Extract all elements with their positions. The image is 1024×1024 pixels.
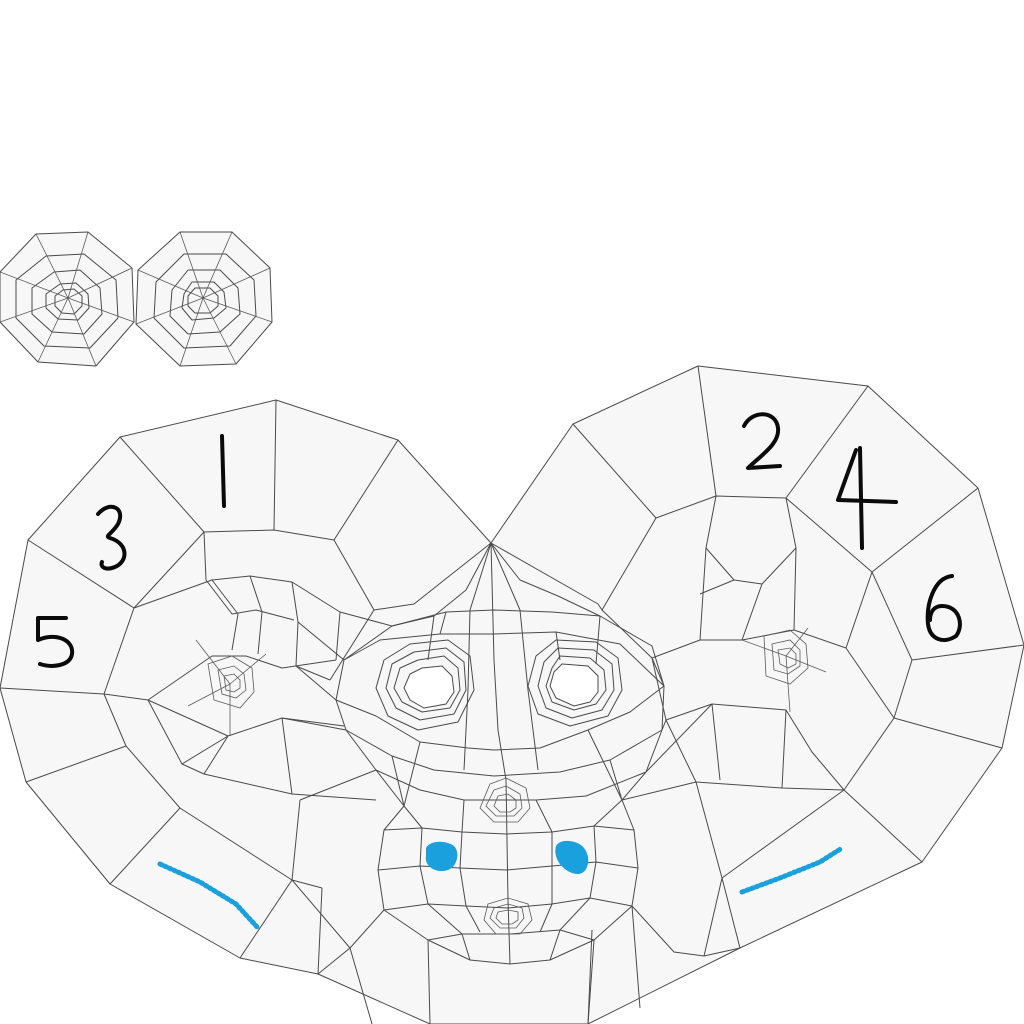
paint-stroke-left [157, 861, 261, 931]
ear-web-right [741, 627, 827, 713]
paint-stroke-right [739, 845, 845, 895]
eye-hole-left [375, 639, 475, 731]
eye-cap-right [135, 231, 273, 367]
mouth-web [483, 897, 533, 935]
nose-web [479, 777, 531, 823]
face-shell [0, 365, 1024, 1024]
region-number-5 [36, 616, 75, 668]
paint-dot-left [425, 841, 458, 872]
paint-marks [157, 840, 845, 931]
region-number-2 [742, 412, 782, 470]
region-number-4 [836, 446, 898, 550]
ear-web-left [187, 639, 267, 736]
region-number-3 [96, 504, 127, 571]
region-number-1 [220, 434, 226, 508]
paint-dot-right [555, 840, 589, 874]
eye-hole-right [527, 639, 623, 727]
region-number-6 [925, 574, 962, 642]
eye-cap-left [0, 231, 135, 367]
